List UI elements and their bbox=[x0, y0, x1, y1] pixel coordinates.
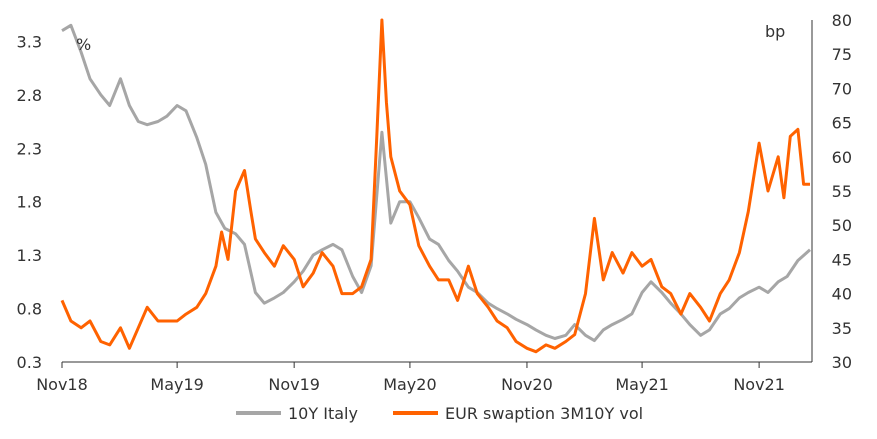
x-tick-label: Nov20 bbox=[501, 375, 553, 394]
right-axis-unit-label: bp bbox=[765, 22, 785, 41]
x-tick-label: May19 bbox=[150, 375, 203, 394]
left-tick-label: 2.3 bbox=[17, 139, 42, 158]
x-axis: Nov18 May19 Nov19 May20 Nov20 May21 Nov21 bbox=[36, 361, 812, 394]
right-tick-label: 70 bbox=[832, 79, 852, 98]
left-axis-unit-label: % bbox=[76, 35, 91, 54]
right-tick-label: 55 bbox=[832, 182, 852, 201]
right-tick-label: 60 bbox=[832, 148, 852, 167]
right-axis-ticks: 30 35 40 45 50 55 60 65 70 75 80 bbox=[811, 11, 852, 372]
x-tick-label: Nov21 bbox=[733, 375, 785, 394]
legend-label-10y-italy: 10Y Italy bbox=[288, 404, 358, 423]
x-tick-label: Nov18 bbox=[36, 375, 88, 394]
x-tick-label: Nov19 bbox=[268, 375, 320, 394]
right-tick-label: 50 bbox=[832, 216, 852, 235]
right-tick-label: 45 bbox=[832, 250, 852, 269]
right-tick-label: 40 bbox=[832, 285, 852, 304]
right-tick-label: 30 bbox=[832, 353, 852, 372]
legend-label-eur-swaption: EUR swaption 3M10Y vol bbox=[445, 404, 643, 423]
right-tick-label: 35 bbox=[832, 319, 852, 338]
left-tick-label: 1.3 bbox=[17, 246, 42, 265]
left-tick-label: 1.8 bbox=[17, 193, 42, 212]
left-tick-label: 0.3 bbox=[17, 353, 42, 372]
right-tick-label: 65 bbox=[832, 114, 852, 133]
left-tick-label: 3.3 bbox=[17, 32, 42, 51]
left-tick-label: 0.8 bbox=[17, 300, 42, 319]
x-tick-label: May20 bbox=[383, 375, 436, 394]
series-line-eur-swaption-vol bbox=[60, 18, 810, 354]
series-layer bbox=[60, 18, 811, 354]
x-tick-label: May21 bbox=[615, 375, 668, 394]
right-tick-label: 75 bbox=[832, 45, 852, 64]
legend: 10Y Italy EUR swaption 3M10Y vol bbox=[236, 404, 643, 423]
left-axis-ticks: 0.3 0.8 1.3 1.8 2.3 2.8 3.3 bbox=[17, 32, 42, 372]
left-tick-label: 2.8 bbox=[17, 86, 42, 105]
series-line-10y-italy bbox=[61, 23, 811, 343]
right-tick-label: 80 bbox=[832, 11, 852, 30]
